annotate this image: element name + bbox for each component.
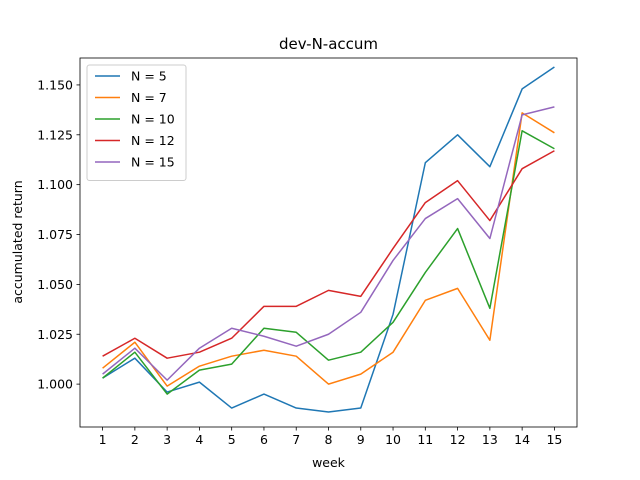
x-tick-label: 6 [260,432,268,447]
x-tick-label: 11 [417,432,433,447]
x-tick-label: 10 [385,432,401,447]
y-tick-label: 1.000 [37,377,73,392]
x-tick-label: 2 [131,432,139,447]
chart-title: dev-N-accum [279,35,378,53]
series-line-1 [102,66,555,413]
y-tick-label: 1.025 [37,327,73,342]
legend-label: N = 5 [131,69,167,84]
series-line-4 [102,150,555,359]
x-tick-label: 15 [546,432,562,447]
legend-box [86,64,187,181]
y-tick-label: 1.050 [37,277,73,292]
legend-label: N = 7 [131,90,167,105]
plot-area: 1 2 3 4 5 6 7 8 9 10 11 12 13 14 151.0001.0251.0501.07… [37,57,578,447]
x-tick-label: 5 [228,432,236,447]
series-line-5 [102,106,555,381]
legend: N = 5 N = 7 N = 10 N = 12 N = 15 [86,64,187,181]
y-tick-label: 1.100 [37,177,73,192]
x-tick-label: 1 [99,432,107,447]
y-axis-title: accumulated return [10,180,25,303]
x-tick-label: 7 [292,432,300,447]
legend-label: N = 10 [131,112,175,127]
x-axis-title: week [312,455,346,470]
x-tick-label: 14 [514,432,530,447]
y-tick-label: 1.075 [37,227,73,242]
x-tick-label: 4 [195,432,203,447]
y-tick-label: 1.150 [37,77,73,92]
x-tick-label: 9 [357,432,365,447]
y-tick-label: 1.125 [37,127,73,142]
series-line-2 [102,112,555,387]
x-tick-label: 13 [482,432,498,447]
legend-label: N = 12 [131,133,175,148]
x-tick-label: 8 [325,432,333,447]
x-tick-label: 3 [163,432,171,447]
legend-label: N = 15 [131,155,175,170]
x-tick-label: 12 [450,432,466,447]
series-line-3 [102,130,555,395]
